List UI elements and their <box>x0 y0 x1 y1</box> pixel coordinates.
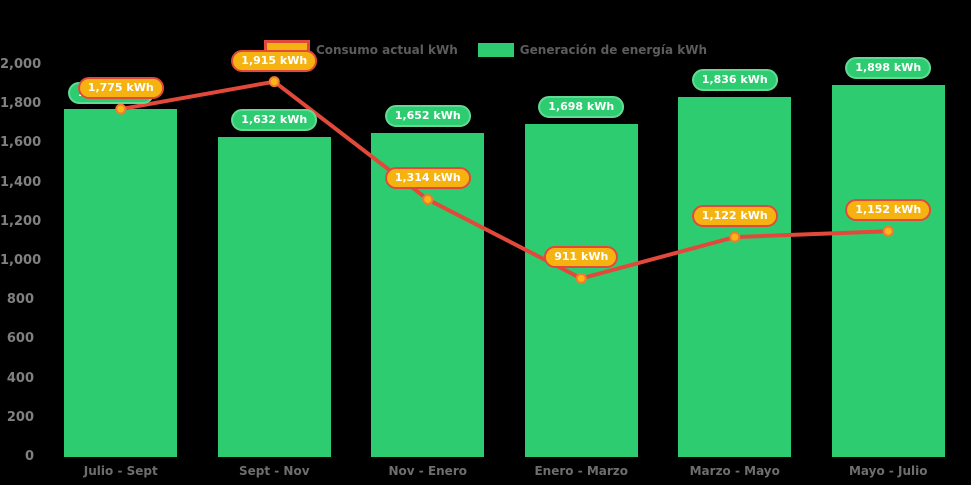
consumo-value-badge: 1,915 kWh <box>231 49 318 72</box>
y-axis-tick-label: 400 <box>6 370 34 386</box>
y-axis-tick-label: 800 <box>6 292 34 308</box>
consumo-data-point[interactable] <box>882 225 894 237</box>
consumo-line <box>120 79 889 281</box>
x-axis-category-label: Julio - Sept <box>83 464 158 478</box>
generation-value-badge: 1,652 kWh <box>384 105 471 128</box>
consumo-value-badge: 1,314 kWh <box>384 167 471 190</box>
generation-bar[interactable] <box>831 84 945 457</box>
y-axis-tick-label: 1,800 <box>0 96 42 112</box>
y-axis-tick-label: 2,000 <box>0 57 42 72</box>
y-axis-tick-label: 200 <box>6 409 34 425</box>
generation-value-badge: 1,898 kWh <box>845 56 932 79</box>
generation-value-badge: 1,632 kWh <box>231 109 318 132</box>
generation-value-badge: 1,836 kWh <box>691 69 778 92</box>
generation-bar[interactable] <box>64 109 178 457</box>
y-axis-tick-label: 1,400 <box>0 174 42 190</box>
x-axis-category-label: Nov - Enero <box>388 464 468 478</box>
x-axis-category-label: Marzo - Mayo <box>689 464 780 478</box>
x-axis-category-label: Mayo - Julio <box>848 464 928 478</box>
consumo-data-point[interactable] <box>422 193 434 205</box>
y-axis-tick-label: 600 <box>6 331 34 347</box>
generation-bar[interactable] <box>678 97 792 457</box>
generacion-swatch-icon <box>477 43 514 57</box>
y-axis-tick-label: 1,000 <box>0 253 42 268</box>
generation-bar[interactable] <box>524 124 638 457</box>
x-axis-category-label: Sept - Nov <box>238 464 310 478</box>
y-axis-tick-label: 1,600 <box>0 135 42 151</box>
generation-bar[interactable] <box>217 137 331 457</box>
consumo-data-point[interactable] <box>268 76 280 88</box>
consumo-value-badge: 1,122 kWh <box>691 205 778 228</box>
consumo-value-badge: 911 kWh <box>544 246 619 269</box>
consumo-data-point[interactable] <box>575 272 587 284</box>
consumo-data-point[interactable] <box>115 103 127 115</box>
legend-label-consumo: Consumo actual kWh <box>315 43 458 57</box>
consumo-data-point[interactable] <box>729 231 741 243</box>
generation-value-badge: 1,698 kWh <box>538 96 625 119</box>
legend-item-generacion[interactable]: Generación de energía kWh <box>477 43 708 57</box>
legend-label-generacion: Generación de energía kWh <box>519 43 708 57</box>
consumo-value-badge: 1,152 kWh <box>845 199 932 222</box>
y-axis-tick-label: 0 <box>24 449 34 464</box>
consumo-value-badge: 1,775 kWh <box>77 77 164 100</box>
y-axis-tick-label: 1,200 <box>0 213 42 229</box>
x-axis-category-label: Enero - Marzo <box>534 464 629 478</box>
